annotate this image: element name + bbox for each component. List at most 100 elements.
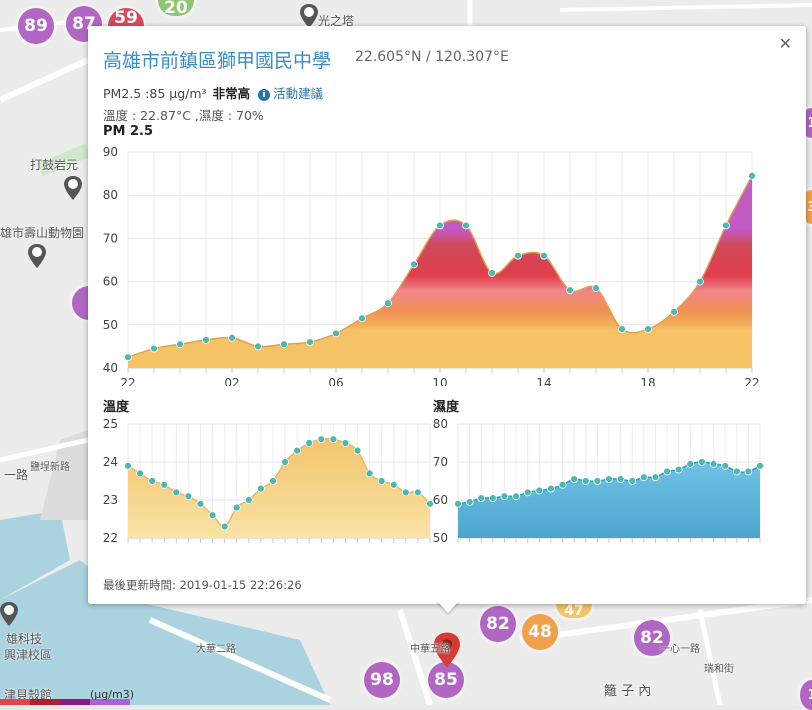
map-pin-icon[interactable]	[300, 4, 318, 28]
last-updated-label: 最後更新時間:	[103, 578, 176, 592]
data-point	[389, 480, 398, 489]
pm25-chart[interactable]: 40 50 60 70 80 90 22 02 06 10 14 18 22	[88, 138, 788, 386]
popup-pointer	[436, 600, 460, 613]
data-point	[566, 286, 574, 295]
data-point	[462, 221, 470, 230]
map-pin-icon[interactable]	[64, 176, 82, 200]
data-point	[232, 503, 241, 512]
data-point	[124, 353, 132, 362]
data-point	[500, 492, 509, 501]
data-point	[465, 498, 474, 506]
map-label: 籬 子 內	[604, 684, 652, 699]
aqi-marker[interactable]: 98	[364, 662, 400, 698]
info-icon: i	[258, 89, 271, 101]
data-point	[756, 461, 764, 470]
aqi-marker[interactable]: 1	[800, 680, 812, 710]
y-tick-label: 80	[103, 188, 118, 202]
humidity-chart[interactable]: 50 60 70 80	[428, 414, 768, 550]
legend-unit: (μg/m3)	[90, 688, 134, 701]
data-point	[709, 460, 718, 468]
station-name[interactable]: 高雄市前鎮區獅甲國民中學	[103, 50, 332, 72]
close-icon[interactable]: ✕	[778, 34, 792, 53]
map-label: 一路	[4, 468, 29, 482]
data-point	[220, 522, 229, 531]
aqi-marker[interactable]: 48	[522, 614, 558, 650]
data-point	[605, 475, 613, 483]
map-pin-icon[interactable]	[28, 244, 46, 268]
data-point	[454, 499, 462, 508]
y-tick-label: 24	[103, 455, 118, 469]
last-updated-value: 2019-01-15 22:26:26	[179, 578, 302, 592]
data-point	[540, 251, 548, 260]
map-label: 大華二路	[196, 644, 236, 655]
activity-advice-link[interactable]: i 活動建議	[258, 86, 323, 101]
data-point	[698, 458, 706, 466]
data-point	[202, 336, 210, 344]
data-point	[124, 461, 132, 470]
aqi-marker[interactable]	[72, 286, 92, 320]
y-tick-label: 90	[103, 145, 118, 159]
data-point	[616, 475, 625, 483]
y-tick-label: 22	[103, 531, 118, 545]
data-point	[358, 314, 366, 323]
aqi-marker-selected[interactable]: 85	[428, 662, 464, 698]
y-tick-label: 60	[433, 493, 448, 507]
data-point	[558, 480, 567, 489]
map-label: 雄市壽山動物園	[0, 226, 85, 240]
data-point	[570, 475, 579, 483]
data-point	[329, 435, 338, 444]
y-tick-label: 50	[433, 531, 448, 545]
aqi-marker[interactable]: 89	[18, 8, 54, 44]
data-point	[722, 221, 730, 230]
aqi-marker[interactable]: 82	[480, 606, 516, 642]
aqi-marker[interactable]: 47	[556, 603, 592, 619]
pm25-value: PM2.5 :85 μg/m³	[103, 86, 207, 101]
data-point	[384, 299, 392, 308]
x-tick-label: 22	[744, 376, 759, 386]
data-point	[436, 221, 444, 230]
data-point	[341, 439, 350, 447]
data-point	[196, 499, 205, 508]
aqi-marker[interactable]: 82	[634, 620, 670, 656]
station-popup: ✕ 高雄市前鎮區獅甲國民中學 22.605°N / 120.307°E PM2.…	[88, 26, 806, 604]
aqi-marker[interactable]: 59	[108, 8, 144, 28]
map-label: 一心一路	[660, 644, 700, 655]
data-point	[535, 486, 544, 495]
map-label: 雄科技	[6, 632, 43, 646]
data-point	[514, 251, 522, 260]
x-tick-label: 14	[536, 376, 551, 386]
map-pin-icon[interactable]	[0, 602, 18, 626]
pm25-level: 非常高	[212, 86, 251, 101]
humidity-chart-title: 濕度	[433, 400, 460, 415]
temperature-chart[interactable]: 22 23 24 25	[88, 414, 433, 550]
data-point	[269, 477, 277, 485]
data-point	[353, 446, 362, 455]
y-tick-label: 50	[103, 318, 118, 332]
y-tick-label: 70	[103, 231, 118, 245]
data-point	[581, 477, 590, 485]
data-point	[172, 488, 181, 497]
data-point	[592, 284, 600, 292]
series-area	[128, 175, 752, 368]
data-point	[644, 325, 652, 334]
data-point	[512, 492, 520, 501]
data-point	[305, 439, 314, 447]
data-point	[477, 494, 486, 502]
data-point	[523, 488, 532, 497]
data-point	[696, 277, 704, 286]
weather-summary: 溫度 : 22.87°C ,濕度 : 70%	[103, 108, 264, 123]
aqi-marker[interactable]: 20	[158, 0, 194, 18]
pm25-chart-title: PM 2.5	[103, 124, 154, 139]
map-label: 興津校區	[4, 648, 53, 662]
y-tick-label: 25	[103, 417, 118, 431]
data-point	[686, 460, 695, 468]
x-tick-label: 18	[640, 376, 655, 386]
y-tick-label: 70	[433, 455, 448, 469]
data-point	[317, 435, 326, 444]
map-label: 光之塔	[318, 14, 355, 28]
data-point	[410, 260, 418, 269]
selected-location-pin-icon[interactable]	[434, 632, 460, 668]
y-tick-label: 60	[103, 275, 118, 289]
data-point	[670, 307, 678, 316]
data-point	[365, 469, 374, 478]
